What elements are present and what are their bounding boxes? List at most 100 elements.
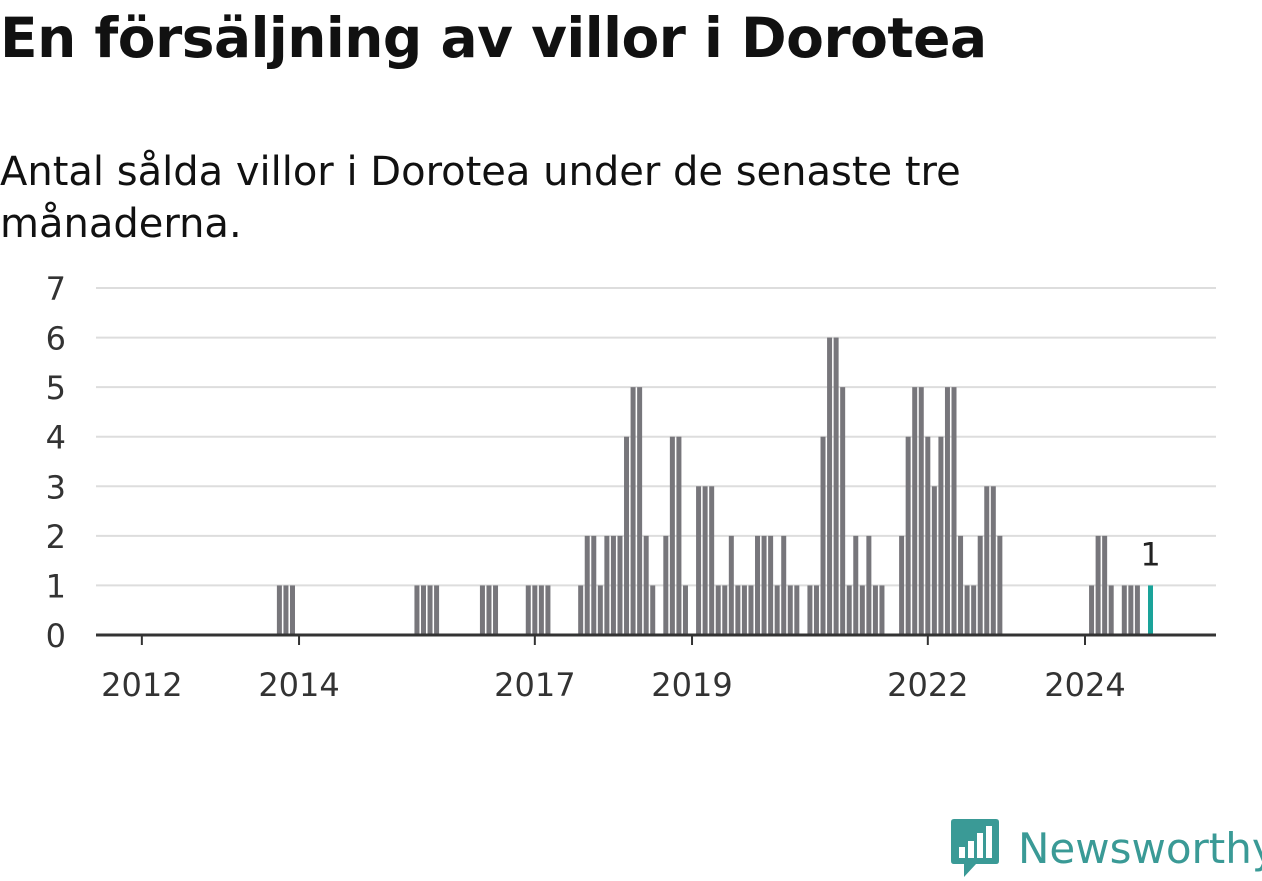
bar [761,535,767,635]
x-tick-label: 2014 [258,666,339,704]
bar [846,585,852,635]
bar [787,585,793,635]
grid-lines [96,287,1216,587]
chart-subtitle: Antal sålda villor i Dorotea under de se… [0,149,961,247]
bar [997,535,1003,635]
bar [532,585,538,635]
y-axis: 0 1 2 3 4 5 6 7 [46,270,66,655]
bar [1089,585,1095,635]
bar [872,585,878,635]
bar [289,585,295,635]
bar [833,337,839,635]
bar [276,585,282,635]
bar [493,585,499,635]
bar [650,585,656,635]
x-tick-label: 2019 [651,666,732,704]
bar [735,585,741,635]
bar [624,436,630,635]
bar [1108,585,1114,635]
bar [820,436,826,635]
bar [479,585,485,635]
x-tick-label: 2024 [1044,666,1125,704]
bar [984,486,990,635]
bar [755,535,761,635]
bar [925,436,931,635]
bar [420,585,426,635]
bars [276,337,1153,635]
bar [525,585,531,635]
chart-title: En försäljning av villor i Dorotea [0,6,987,70]
bar [722,585,728,635]
bar [840,387,846,635]
x-tick-label: 2022 [887,666,968,704]
bar [643,535,649,635]
y-tick-label: 1 [46,567,66,605]
bar [545,585,551,635]
bar [427,585,433,635]
newsworthy-logo: Newsworthy [950,815,1262,881]
bar [879,585,885,635]
bar [604,535,610,635]
bar [578,585,584,635]
bar [905,436,911,635]
bar [663,535,669,635]
bar [709,486,715,635]
y-tick-label: 4 [46,419,66,457]
bar [591,535,597,635]
bar [1134,585,1140,635]
y-tick-label: 5 [46,369,66,407]
bar [630,387,636,635]
bar [918,387,924,635]
data-labels: 1 [1140,535,1160,573]
bar [1121,585,1127,635]
bar [669,436,675,635]
bar [977,535,983,635]
bar [728,535,734,635]
bar [748,585,754,635]
y-tick-label: 7 [46,270,66,308]
bar [617,535,623,635]
bar [696,486,702,635]
bar-chart-badge-icon [951,819,999,877]
bar [676,436,682,635]
bar [971,585,977,635]
bar [781,535,787,635]
y-tick-label: 6 [46,320,66,358]
bar [859,585,865,635]
bar [414,585,420,635]
bar [774,585,780,635]
bar [938,436,944,635]
bar [931,486,937,635]
brand-name: Newsworthy [1018,823,1262,873]
bar [794,585,800,635]
bar [853,535,859,635]
bar [597,585,603,635]
bar [715,585,721,635]
bar [610,535,616,635]
bar [807,585,813,635]
bar [813,585,819,635]
x-tick-label: 2012 [101,666,182,704]
y-tick-label: 0 [46,617,66,655]
bar [990,486,996,635]
bar [1128,585,1134,635]
x-tick-label: 2017 [494,666,575,704]
bar [768,535,774,635]
bar [741,585,747,635]
x-axis: 2012 2014 2017 2019 2022 2024 [101,635,1126,704]
bar [866,535,872,635]
bar [538,585,544,635]
bar [958,535,964,635]
bar [682,585,688,635]
data-label: 1 [1140,535,1160,573]
bar [283,585,289,635]
bar [486,585,492,635]
bar [951,387,957,635]
bar [637,387,643,635]
bar [944,387,950,635]
bar [912,387,918,635]
bar [584,535,590,635]
bar [964,585,970,635]
bar [702,486,708,635]
